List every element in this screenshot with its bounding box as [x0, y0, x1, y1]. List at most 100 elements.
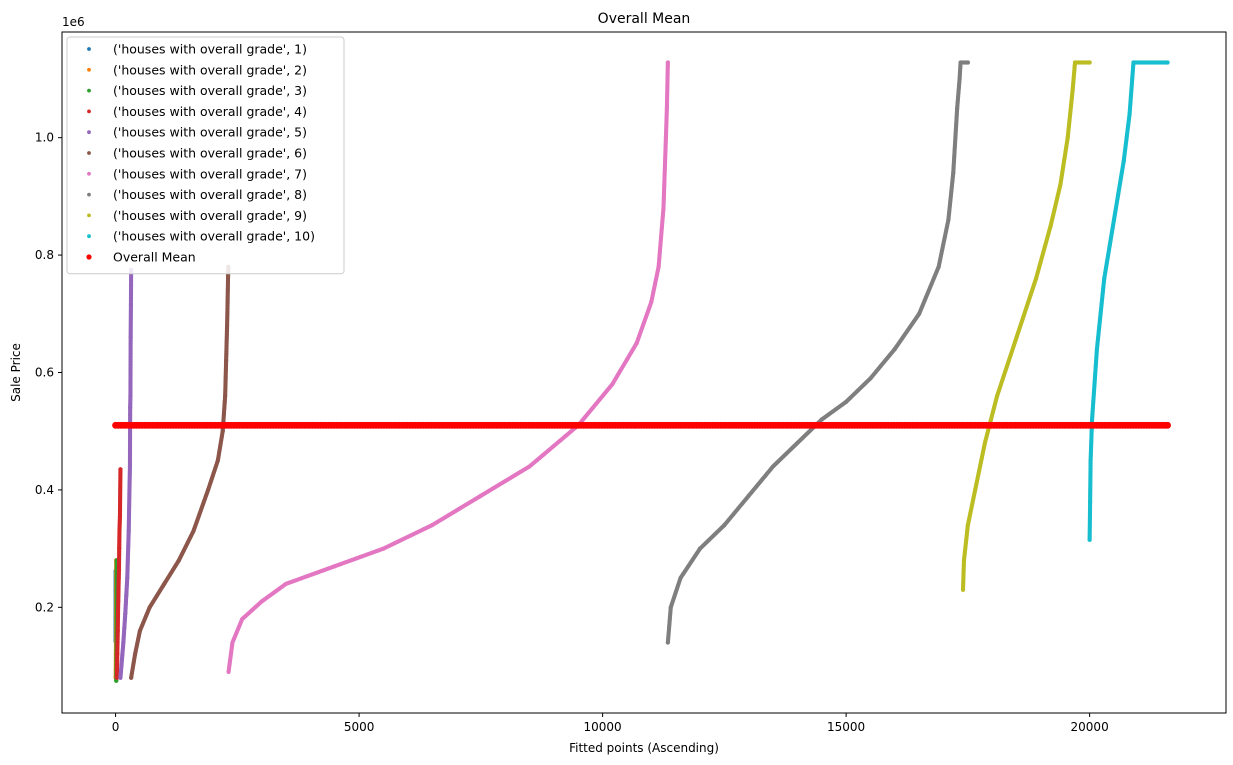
- legend: ('houses with overall grade', 1) ('houses…: [66, 36, 345, 275]
- data-point: [665, 60, 670, 65]
- x-tick-label: 20000: [1071, 720, 1109, 734]
- data-point: [957, 76, 962, 82]
- data-point: [115, 628, 120, 633]
- x-tick-label: 0: [112, 720, 120, 734]
- data-point: [746, 493, 751, 498]
- data-point: [527, 464, 532, 469]
- data-point: [117, 514, 123, 519]
- data-point: [430, 523, 435, 528]
- data-point: [951, 170, 956, 175]
- series-4: [114, 467, 123, 680]
- data-point: [114, 675, 119, 680]
- data-point: [128, 302, 134, 308]
- series-9: [960, 60, 1092, 592]
- legend-marker: [87, 234, 91, 239]
- data-point: [122, 625, 127, 630]
- legend-marker: [87, 88, 91, 93]
- data-point: [119, 663, 124, 669]
- legend-label: ('houses with overall grade', 8): [113, 187, 307, 202]
- data-point: [240, 616, 245, 622]
- mean-marker: [1164, 421, 1171, 429]
- data-point: [117, 528, 122, 534]
- data-point: [770, 464, 776, 469]
- data-point: [1072, 60, 1078, 65]
- data-point: [649, 299, 654, 305]
- legend-marker: [87, 171, 91, 176]
- data-point: [128, 405, 133, 410]
- y-tick-label: 1.0: [35, 131, 54, 145]
- data-point: [225, 273, 231, 278]
- y-tick-label: 0.8: [35, 248, 54, 262]
- legend-box: [66, 36, 345, 275]
- data-point: [1131, 60, 1136, 65]
- x-tick-label: 10000: [584, 720, 622, 734]
- data-point: [129, 675, 134, 680]
- data-point: [1094, 346, 1100, 352]
- data-point: [819, 417, 824, 422]
- data-point: [610, 382, 615, 387]
- x-tick-label: 15000: [827, 720, 865, 734]
- data-point: [223, 393, 228, 399]
- data-point: [678, 575, 683, 581]
- legend-entries: ('houses with overall grade', 1) ('houses…: [86, 42, 315, 265]
- data-point: [127, 487, 132, 493]
- legend-marker: [87, 213, 91, 218]
- legend-marker: [87, 47, 91, 51]
- data-point: [917, 311, 922, 316]
- data-point: [965, 523, 970, 528]
- y-axis-offset-label: 1e6: [62, 15, 85, 29]
- data-point: [124, 593, 129, 598]
- data-point: [936, 264, 941, 269]
- data-point: [973, 487, 978, 493]
- data-point: [478, 493, 483, 498]
- x-axis-label: Fitted points (Ascending): [569, 741, 719, 755]
- data-point: [127, 464, 133, 469]
- legend-label: ('houses with overall grade', 3): [113, 83, 307, 98]
- data-point: [1033, 276, 1039, 281]
- data-point: [283, 581, 289, 586]
- data-point: [946, 217, 951, 222]
- data-point: [125, 575, 130, 581]
- chart-title: Overall Mean: [598, 11, 691, 27]
- series-5: [118, 267, 134, 680]
- legend-label: ('houses with overall grade', 7): [113, 166, 307, 181]
- data-point: [118, 467, 123, 472]
- legend-label: ('houses with overall grade', 5): [113, 125, 307, 140]
- data-point: [125, 552, 131, 557]
- data-point: [332, 564, 337, 569]
- y-axis-label: Sale Price: [9, 343, 23, 402]
- data-point: [225, 299, 230, 305]
- y-tick-label: 0.2: [35, 600, 54, 614]
- data-point: [137, 628, 143, 633]
- data-point: [1111, 217, 1117, 222]
- data-point: [994, 393, 1000, 399]
- legend-label: ('houses with overall grade', 2): [113, 62, 307, 77]
- data-point: [1165, 60, 1170, 65]
- data-point: [795, 440, 800, 446]
- data-point: [116, 575, 121, 581]
- data-point: [965, 60, 970, 65]
- data-point: [220, 429, 225, 434]
- data-point: [116, 587, 121, 592]
- y-axis-ticks: 0.2 0.4 0.6 0.8 1.0: [35, 131, 62, 614]
- data-point: [116, 599, 121, 604]
- data-point: [224, 358, 229, 363]
- data-point: [1102, 276, 1107, 281]
- data-point: [225, 323, 230, 328]
- legend-label: ('houses with overall grade', 6): [113, 146, 307, 161]
- x-tick-label: 5000: [344, 720, 375, 734]
- data-point: [663, 135, 669, 140]
- series-6: [129, 264, 231, 680]
- data-point: [115, 640, 120, 645]
- data-point: [661, 206, 666, 211]
- data-point: [868, 376, 873, 381]
- data-point: [191, 528, 196, 534]
- data-point: [634, 341, 639, 346]
- data-point: [892, 346, 897, 352]
- data-point: [117, 546, 122, 551]
- data-point: [206, 487, 211, 493]
- legend-marker: [87, 67, 91, 72]
- series-10: [1087, 60, 1170, 542]
- legend-marker: [86, 254, 92, 260]
